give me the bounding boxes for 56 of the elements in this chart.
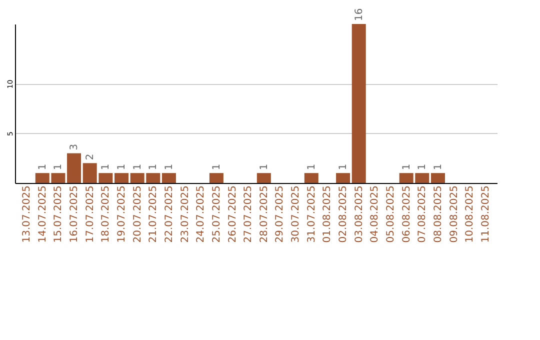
data-label: 1 — [417, 164, 428, 170]
bar — [304, 173, 318, 183]
data-label: 1 — [164, 164, 175, 170]
x-tick-label: 31.07.2025 — [306, 186, 318, 243]
bar — [336, 173, 350, 183]
x-tick-label: 26.07.2025 — [227, 186, 238, 243]
x-tick-label: 17.07.2025 — [84, 186, 96, 243]
data-label: 16 — [354, 8, 365, 21]
data-label: 3 — [69, 144, 80, 150]
data-label: 1 — [258, 164, 270, 170]
x-tick-label: 04.08.2025 — [370, 186, 381, 243]
data-label: 1 — [100, 164, 112, 170]
x-tick-label: 01.08.2025 — [322, 186, 334, 243]
x-tick-label: 29.07.2025 — [274, 186, 286, 243]
bar — [256, 173, 271, 183]
data-label: 2 — [84, 154, 96, 160]
bar — [430, 173, 445, 183]
x-tick-label: 15.07.2025 — [53, 186, 64, 243]
x-tick-label: 24.07.2025 — [196, 186, 207, 243]
data-label: 1 — [132, 164, 144, 170]
x-tick-label: 06.08.2025 — [401, 186, 412, 243]
x-tick-label: 27.07.2025 — [243, 186, 254, 243]
bar — [162, 173, 176, 183]
x-tick-label: 03.08.2025 — [354, 186, 365, 243]
bar — [67, 153, 82, 183]
data-label: 1 — [211, 164, 222, 170]
x-tick-label: 28.07.2025 — [258, 186, 270, 243]
x-tick-label: 18.07.2025 — [100, 186, 112, 243]
x-tick-label: 25.07.2025 — [211, 186, 222, 243]
bar — [352, 24, 366, 183]
data-label: 1 — [306, 164, 318, 170]
data-label: 1 — [53, 164, 64, 170]
x-tick-label: 11.08.2025 — [480, 186, 492, 243]
data-label: 1 — [116, 164, 128, 170]
x-tick-label: 10.08.2025 — [464, 186, 476, 243]
x-tick-label: 05.08.2025 — [386, 186, 397, 243]
x-tick-label: 30.07.2025 — [290, 186, 302, 243]
data-label: 1 — [432, 164, 444, 170]
x-tick-label: 16.07.2025 — [69, 186, 80, 243]
bar — [209, 173, 224, 183]
data-label: 1 — [401, 164, 412, 170]
x-tick-label: 22.07.2025 — [164, 186, 175, 243]
x-tick-label: 21.07.2025 — [148, 186, 160, 243]
x-tick-label: 20.07.2025 — [132, 186, 144, 243]
data-label: 1 — [338, 164, 350, 170]
x-tick-label: 08.08.2025 — [432, 186, 444, 243]
x-tick-label: 14.07.2025 — [37, 186, 48, 243]
x-tick-label: 13.07.2025 — [22, 186, 33, 243]
x-tick-label: 09.08.2025 — [448, 186, 460, 243]
x-tick-label: 19.07.2025 — [116, 186, 128, 243]
bar — [114, 173, 128, 183]
data-label: 1 — [37, 164, 48, 170]
x-tick-label: 07.08.2025 — [417, 186, 428, 243]
x-tick-label: 02.08.2025 — [338, 186, 350, 243]
x-tick-label: 23.07.2025 — [180, 186, 191, 243]
data-label: 1 — [148, 164, 160, 170]
